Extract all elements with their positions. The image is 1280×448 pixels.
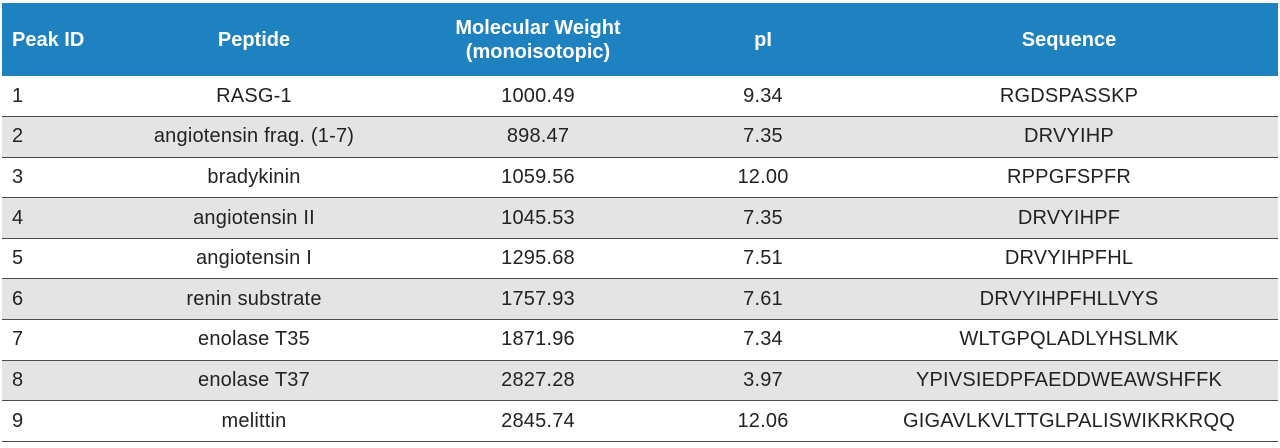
header-peptide: Peptide	[217, 28, 291, 51]
table-header: Peak ID Peptide Molecular Weight (monois…	[2, 3, 1278, 76]
cell-peptide: renin substrate	[186, 287, 322, 310]
cell-peak-id: 9	[12, 409, 24, 432]
cell-pi: 9.34	[743, 84, 783, 107]
table-row: 9 melittin 2845.74 12.06 GIGAVLKVLTTGLPALISW…	[2, 401, 1278, 442]
cell-peak-id: 7	[12, 328, 24, 351]
table-row: 7 enolase T35 1871.96 7.34 WLTGPQLADLYHSLMK	[2, 320, 1278, 361]
cell-sequence: GIGAVLKVLTTGLPALISWIKRKRQQ	[903, 409, 1235, 432]
cell-peak-id: 6	[12, 287, 24, 310]
table-row: 5 angiotensin I 1295.68 7.51 DRVYIHPFHL	[2, 238, 1278, 279]
cell-peak-id: 2	[12, 125, 24, 148]
table-row: 4 angiotensin II 1045.53 7.35 DRVYIHPF	[2, 197, 1278, 239]
header-row: Peak ID Peptide Molecular Weight (monois…	[2, 3, 1278, 76]
table-row: 6 renin substrate 1757.93 7.61 DRVYIHPFHLLVY…	[2, 278, 1278, 320]
header-molecular-weight: Molecular Weight (monoisotopic)	[410, 3, 666, 76]
cell-molecular-weight: 1045.53	[501, 206, 575, 229]
table-row: 3 bradykinin 1059.56 12.00 RPPGFSPFR	[2, 157, 1278, 198]
cell-peptide: melittin	[221, 409, 287, 432]
cell-peak-id: 4	[12, 206, 24, 229]
cell-pi: 12.06	[737, 409, 789, 432]
cell-peptide: enolase T37	[198, 368, 310, 391]
cell-sequence: YPIVSIEDPFAEDDWEAWSHFFK	[915, 368, 1223, 391]
cell-peak-id: 5	[12, 247, 24, 270]
cell-sequence: RGDSPASSKP	[999, 84, 1139, 107]
cell-peptide: bradykinin	[207, 165, 301, 188]
table-row: 8 enolase T37 2827.28 3.97 YPIVSIEDPFAEDDWEA…	[2, 360, 1278, 401]
cell-peptide: angiotensin frag. (1-7)	[153, 125, 355, 148]
cell-molecular-weight: 1059.56	[501, 165, 575, 188]
cell-molecular-weight: 1295.68	[501, 247, 575, 270]
peptide-table-container: Peak ID Peptide Molecular Weight (monois…	[2, 3, 1278, 442]
header-peak-id: Peak ID	[12, 28, 85, 51]
cell-sequence: DRVYIHPFHL	[1004, 247, 1134, 270]
cell-peak-id: 3	[12, 165, 24, 188]
cell-molecular-weight: 1871.96	[501, 328, 575, 351]
header-sequence: Sequence	[1021, 28, 1117, 51]
cell-sequence: WLTGPQLADLYHSLMK	[959, 328, 1179, 351]
cell-peak-id: 8	[12, 368, 24, 391]
cell-pi: 7.35	[743, 206, 783, 229]
cell-molecular-weight: 2845.74	[501, 409, 575, 432]
table-body: 1 RASG-1 1000.49 9.34 RGDSPASSKP 2 angiotensin…	[2, 76, 1278, 442]
cell-pi: 7.51	[743, 247, 783, 270]
cell-molecular-weight: 898.47	[506, 125, 570, 148]
cell-sequence: DRVYIHPFHLLVYS	[979, 287, 1159, 310]
cell-pi: 12.00	[737, 165, 789, 188]
cell-molecular-weight: 1757.93	[501, 287, 575, 310]
header-pi: pI	[754, 28, 772, 51]
cell-sequence: RPPGFSPFR	[1006, 165, 1132, 188]
table-row: 1 RASG-1 1000.49 9.34 RGDSPASSKP	[2, 76, 1278, 117]
cell-pi: 7.35	[743, 125, 783, 148]
cell-peptide: angiotensin I	[195, 247, 313, 270]
cell-pi: 3.97	[743, 368, 783, 391]
cell-peak-id: 1	[12, 84, 24, 107]
header-molecular-weight-line2: (monoisotopic)	[465, 40, 611, 63]
cell-pi: 7.34	[743, 328, 783, 351]
table-row: 2 angiotensin frag. (1-7) 898.47 7.35 DRVYIH…	[2, 116, 1278, 158]
cell-sequence: DRVYIHP	[1024, 125, 1114, 148]
cell-peptide: enolase T35	[198, 328, 310, 351]
peptide-table: Peak ID Peptide Molecular Weight (monois…	[2, 3, 1278, 442]
header-molecular-weight-line1: Molecular Weight	[455, 16, 621, 39]
cell-peptide: RASG-1	[216, 84, 292, 107]
cell-pi: 7.61	[743, 287, 783, 310]
cell-sequence: DRVYIHPF	[1017, 206, 1121, 229]
cell-molecular-weight: 1000.49	[501, 84, 575, 107]
cell-molecular-weight: 2827.28	[501, 368, 575, 391]
cell-peptide: angiotensin II	[193, 206, 315, 229]
